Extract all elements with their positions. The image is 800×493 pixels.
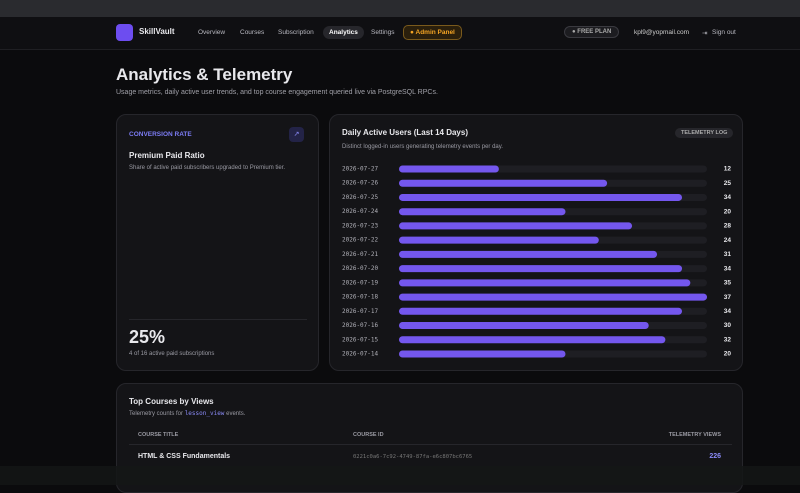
bar (399, 293, 707, 301)
conversion-detail: 4 of 16 active paid subscriptions (129, 351, 215, 357)
date-label: 2026-07-21 (342, 251, 379, 258)
date-label: 2026-07-23 (342, 222, 379, 229)
courses-title: Top Courses by Views (129, 397, 214, 406)
bar (399, 222, 633, 230)
card-description: Share of active paid subscribers upgrade… (129, 165, 286, 171)
course-views: 226 (709, 453, 721, 460)
conversion-card: CONVERSION RATE ↗ Premium Paid Ratio Sha… (116, 114, 319, 371)
bar-chart: 2026-07-27 12 2026-07-26 25 2026-07-25 34 2026… (342, 165, 732, 358)
value-label: 34 (724, 308, 732, 315)
date-label: 2026-07-22 (342, 237, 379, 244)
email: kpl9@yopmail.com (634, 29, 690, 36)
chart-title: Daily Active Users (Last 14 Days) (342, 128, 468, 137)
navbar (0, 17, 800, 50)
bar (399, 193, 683, 201)
value-label: 34 (724, 194, 732, 201)
signout[interactable]: Sign out (712, 29, 736, 36)
bar (399, 336, 666, 344)
note-text: events. (224, 411, 246, 417)
column-header: TELEMETRY VIEWS (668, 432, 721, 438)
admin-label: Admin Panel (415, 29, 455, 36)
nav-link[interactable]: Overview (198, 29, 226, 36)
nav-link[interactable]: Subscription (278, 29, 314, 36)
value-label: 30 (724, 322, 732, 329)
value-label: 31 (724, 251, 732, 258)
value-label: 25 (724, 180, 732, 187)
date-label: 2026-07-20 (342, 265, 379, 272)
plan-label: FREE PLAN (577, 29, 612, 35)
value-label: 34 (724, 265, 732, 272)
bar (399, 250, 658, 258)
value-label: 12 (724, 166, 732, 173)
date-label: 2026-07-17 (342, 308, 379, 315)
bar (399, 350, 566, 358)
nav-link[interactable]: Settings (371, 29, 395, 36)
date-label: 2026-07-14 (342, 350, 379, 357)
note-text: Telemetry counts for (129, 411, 185, 417)
column-header: COURSE TITLE (138, 432, 179, 438)
signout-icon[interactable]: ⇥ (702, 30, 708, 37)
date-label: 2026-07-18 (342, 294, 379, 301)
bar (399, 279, 691, 287)
logo[interactable] (116, 24, 133, 41)
nav-link[interactable]: Courses (240, 29, 265, 36)
value-label: 35 (724, 280, 732, 287)
bar (399, 208, 566, 216)
date-label: 2026-07-26 (342, 180, 379, 187)
bar (399, 307, 683, 315)
value-label: 24 (724, 237, 732, 244)
bar (399, 265, 683, 273)
date-label: 2026-07-24 (342, 208, 379, 215)
date-label: 2026-07-25 (342, 194, 379, 201)
page-subtitle: Usage metrics, daily active user trends,… (116, 89, 438, 96)
table-header (129, 426, 732, 445)
value-label: 20 (724, 208, 732, 215)
date-label: 2026-07-19 (342, 279, 379, 286)
chart-badge: TELEMETRY LOG (675, 128, 734, 138)
card-title: Premium Paid Ratio (129, 151, 205, 160)
course-title[interactable]: HTML & CSS Fundamentals (138, 453, 231, 460)
date-label: 2026-07-16 (342, 322, 379, 329)
courses-note: Telemetry counts for lesson_view events. (129, 410, 245, 417)
value-label: 37 (724, 294, 732, 301)
bar (399, 179, 608, 187)
value-label: 32 (724, 336, 732, 343)
browser-strip (0, 0, 800, 17)
brand[interactable]: SkillVault (139, 27, 175, 36)
value-label: 20 (724, 351, 732, 358)
page-title: Analytics & Telemetry (116, 65, 293, 84)
bar (399, 236, 599, 244)
nav-link-active[interactable]: Analytics (323, 26, 364, 39)
value-label: 28 (724, 223, 732, 230)
bar (399, 322, 649, 330)
divider (129, 319, 307, 320)
trend-icon: ↗ (289, 127, 304, 142)
column-header: COURSE ID (353, 432, 384, 438)
bar (399, 165, 499, 173)
admin-button[interactable]: ● Admin Panel (403, 25, 462, 40)
conversion-value: 25% (129, 327, 166, 347)
dau-card: Daily Active Users (Last 14 Days) TELEME… (329, 114, 743, 371)
bottom-overlay (0, 466, 800, 485)
course-id: 0221c0a6-7c92-4749-87fa-e6c807bc6765 (353, 454, 473, 460)
card-label: CONVERSION RATE (129, 131, 192, 138)
plan-badge: ● FREE PLAN (564, 26, 620, 38)
date-label: 2026-07-27 (342, 166, 379, 173)
chart-subtitle: Distinct logged-in users generating tele… (342, 144, 503, 150)
note-code: lesson_view (184, 410, 225, 417)
date-label: 2026-07-15 (342, 336, 379, 343)
